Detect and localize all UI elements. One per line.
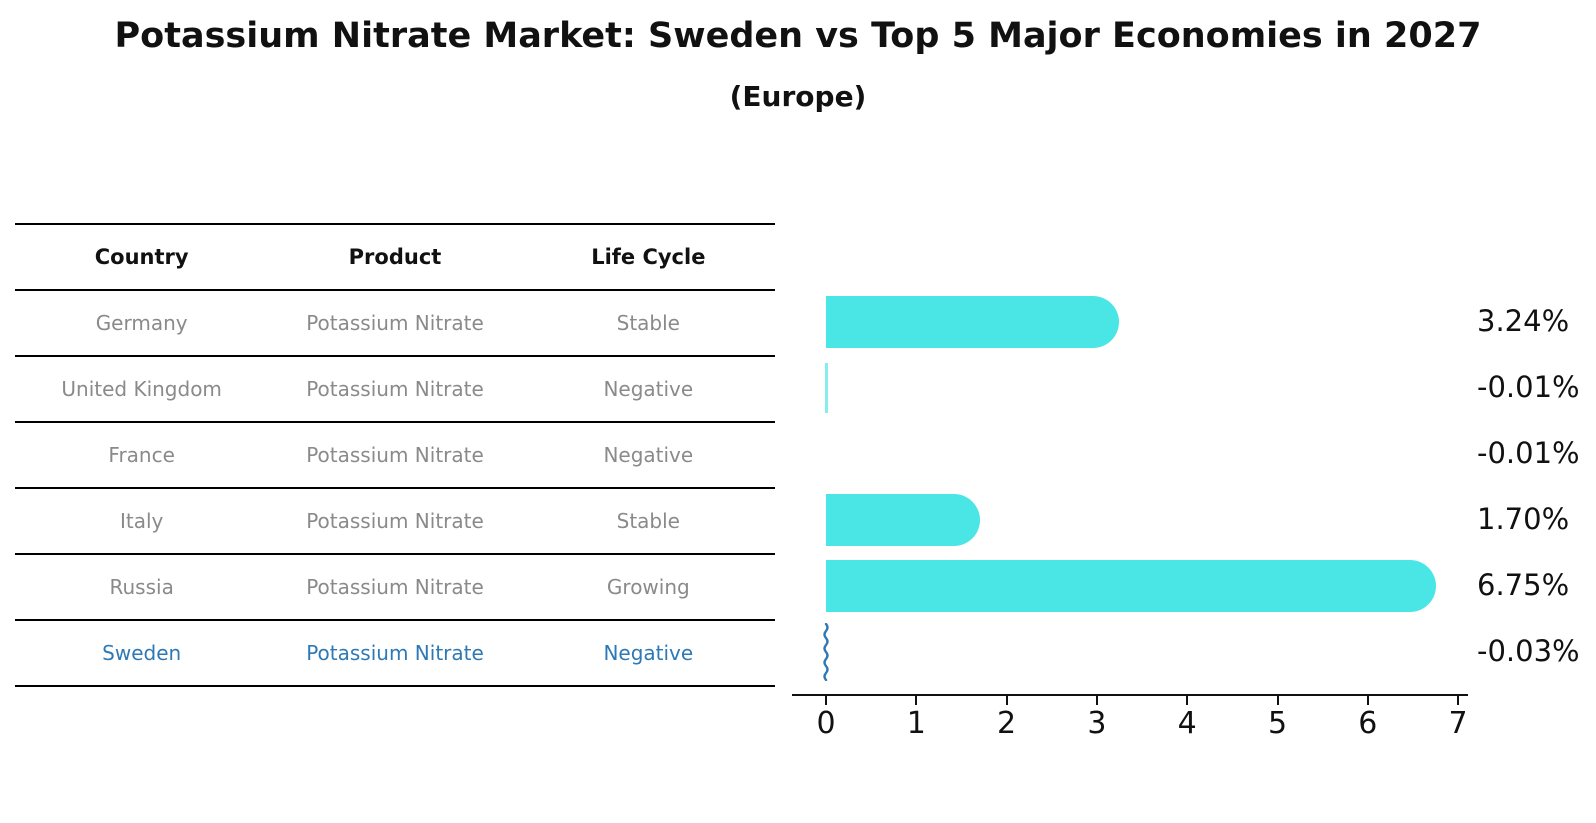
value-label-russia: 6.75%	[1477, 568, 1570, 602]
cell-product: Potassium Nitrate	[306, 575, 484, 599]
x-tick-label: 1	[906, 706, 926, 741]
cell-life-cycle: Stable	[616, 311, 680, 335]
bar-germany	[826, 296, 1119, 348]
column-header-product: Product	[348, 245, 442, 269]
cell-product: Potassium Nitrate	[306, 443, 484, 467]
cell-product: Potassium Nitrate	[306, 377, 484, 401]
cell-life-cycle: Growing	[606, 575, 690, 599]
x-tick-mark	[825, 696, 827, 705]
cell-country: United Kingdom	[61, 377, 222, 401]
x-tick-mark	[1005, 696, 1008, 705]
x-tick-label: 6	[1358, 706, 1378, 741]
x-tick-mark	[915, 696, 918, 705]
x-axis-line	[792, 694, 1468, 696]
table-row: Germany Potassium Nitrate Stable	[15, 289, 775, 355]
value-label-germany: 3.24%	[1477, 304, 1570, 338]
bar-united-kingdom	[825, 363, 828, 413]
chart-subtitle: (Europe)	[729, 80, 867, 113]
cell-product: Potassium Nitrate	[306, 509, 484, 533]
cell-country: Russia	[109, 575, 174, 599]
x-tick-mark	[1276, 696, 1279, 705]
x-tick-mark	[1186, 696, 1189, 705]
cell-life-cycle: Negative	[603, 443, 694, 467]
table-row: United Kingdom Potassium Nitrate Negativ…	[15, 355, 775, 421]
value-label-sweden: -0.03%	[1477, 634, 1580, 668]
value-label-france: -0.01%	[1477, 436, 1580, 470]
cell-country: Italy	[119, 509, 164, 533]
column-header-country: Country	[94, 245, 189, 269]
x-tick-mark	[1095, 696, 1098, 705]
x-tick-label: 0	[816, 706, 836, 741]
bar-squiggle-sweden	[821, 622, 831, 685]
table-row: Italy Potassium Nitrate Stable	[15, 487, 775, 553]
bar-italy	[826, 494, 980, 546]
x-tick-label: 2	[997, 706, 1017, 741]
table-row: Russia Potassium Nitrate Growing	[15, 553, 775, 619]
cell-life-cycle: Negative	[603, 641, 694, 665]
cell-life-cycle: Negative	[603, 377, 694, 401]
x-tick-mark	[1366, 696, 1369, 705]
table-header-row: Country Product Life Cycle	[15, 223, 775, 289]
cell-life-cycle: Stable	[616, 509, 680, 533]
cell-country: Sweden	[102, 641, 182, 665]
cell-country: Germany	[95, 311, 188, 335]
bar-russia	[826, 560, 1436, 612]
value-label-italy: 1.70%	[1477, 502, 1570, 536]
country-table: Country Product Life Cycle Germany Potas…	[15, 223, 775, 687]
x-tick-label: 7	[1448, 706, 1468, 741]
table-row: France Potassium Nitrate Negative	[15, 421, 775, 487]
table-row-highlighted-sweden: Sweden Potassium Nitrate Negative	[15, 619, 775, 687]
cell-country: France	[108, 443, 175, 467]
chart-title: Potassium Nitrate Market: Sweden vs Top …	[114, 16, 1482, 56]
x-tick-label: 3	[1087, 706, 1107, 741]
x-tick-mark	[1457, 696, 1460, 705]
column-header-life-cycle: Life Cycle	[591, 245, 706, 269]
cell-product: Potassium Nitrate	[306, 311, 484, 335]
value-label-united-kingdom: -0.01%	[1477, 370, 1580, 404]
x-tick-label: 4	[1177, 706, 1197, 741]
cell-product: Potassium Nitrate	[306, 641, 484, 665]
x-tick-label: 5	[1267, 706, 1288, 741]
